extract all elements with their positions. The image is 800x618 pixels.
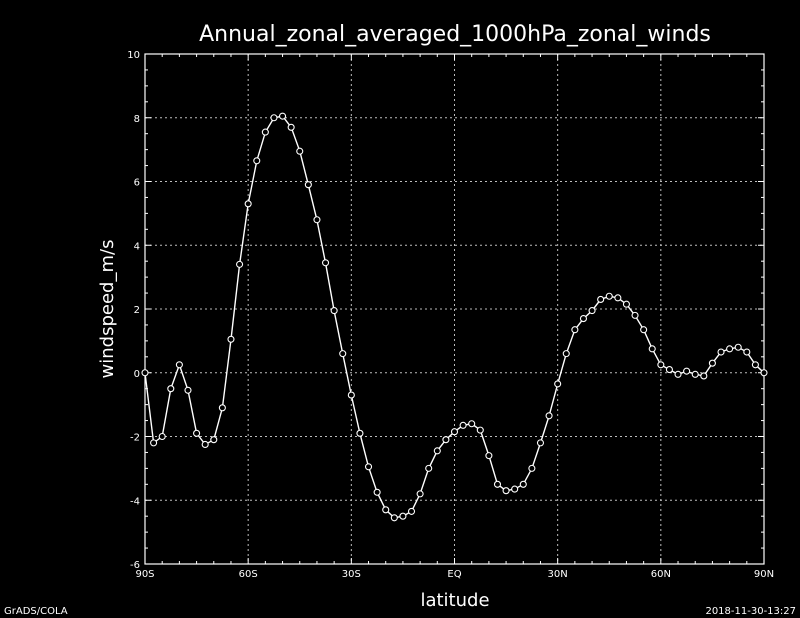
x-tick-label: EQ — [447, 569, 461, 580]
data-point — [493, 480, 502, 488]
data-point — [390, 514, 398, 522]
x-tick-label: 30N — [548, 569, 568, 580]
data-point — [579, 315, 588, 323]
data-point — [313, 216, 321, 224]
y-tick-label: 6 — [134, 178, 140, 189]
footer-left: GrADS/COLA — [4, 606, 68, 617]
data-point — [304, 181, 312, 189]
data-point — [218, 404, 226, 412]
data-point — [528, 464, 536, 472]
data-point — [270, 114, 278, 122]
data-point — [648, 345, 656, 353]
data-point — [554, 380, 562, 388]
data-point — [442, 436, 450, 444]
data-point — [476, 426, 484, 434]
data-point — [631, 311, 639, 319]
data-point — [450, 428, 459, 436]
y-tick-label: -4 — [130, 496, 140, 507]
x-tick-label: 60S — [239, 569, 258, 580]
data-point — [227, 335, 235, 343]
data-point — [175, 361, 183, 369]
y-tick-label: -2 — [130, 433, 140, 444]
data-point — [330, 307, 338, 315]
data-point — [751, 361, 759, 369]
data-point — [468, 420, 476, 428]
data-point — [511, 485, 519, 493]
data-point — [622, 300, 630, 308]
data-point — [562, 350, 570, 358]
data-point — [519, 480, 527, 488]
series-line — [144, 115, 765, 519]
x-axis-label: latitude — [420, 590, 489, 611]
data-point — [141, 369, 149, 377]
x-tick-label: 60N — [651, 569, 671, 580]
data-point — [236, 260, 244, 268]
data-point — [364, 463, 373, 471]
data-point — [743, 348, 751, 356]
data-point — [210, 436, 218, 444]
data-point — [425, 464, 433, 472]
data-point — [640, 326, 648, 334]
data-point — [726, 345, 734, 353]
ticks: 90S 60S 30S EQ 30N 60N 90N -6 -4 -2 0 2 4 6 8 10 — [127, 50, 774, 580]
grid — [145, 54, 764, 564]
data-point — [167, 385, 175, 393]
data-point — [356, 429, 364, 437]
x-tick-label: 30S — [342, 569, 361, 580]
data-point — [433, 447, 441, 455]
data-point — [339, 350, 347, 358]
data-point — [279, 112, 287, 120]
data-point — [588, 307, 596, 315]
x-tick-label: 90N — [754, 569, 774, 580]
data-point — [760, 369, 768, 377]
y-tick-label: 4 — [134, 241, 140, 252]
y-axis-label: windspeed_m/s — [97, 240, 118, 379]
data-point — [665, 366, 673, 374]
data-point — [605, 292, 613, 300]
footer-right: 2018-11-30-13:27 — [705, 606, 796, 617]
x-tick-label: 90S — [135, 569, 154, 580]
data-point — [536, 439, 545, 447]
data-point — [193, 429, 201, 437]
y-tick-label: 2 — [134, 305, 140, 316]
data-point — [296, 147, 304, 155]
data-point — [717, 348, 725, 356]
data-point — [459, 421, 467, 429]
data-point — [545, 412, 553, 420]
series — [141, 112, 768, 522]
data-point — [347, 391, 355, 399]
data-point — [614, 294, 622, 302]
data-point — [261, 128, 269, 136]
data-point — [597, 295, 605, 303]
data-point — [700, 372, 708, 380]
data-point — [382, 506, 390, 514]
y-tick-label: 0 — [134, 369, 140, 380]
chart-title: Annual_zonal_averaged_1000hPa_zonal_wind… — [199, 22, 711, 47]
data-point — [399, 512, 407, 520]
data-point — [683, 367, 691, 375]
data-point — [416, 490, 424, 498]
data-point — [253, 157, 261, 165]
y-tick-label: -6 — [130, 560, 140, 571]
data-point — [201, 440, 209, 449]
data-point — [502, 487, 510, 495]
data-point — [321, 259, 330, 267]
data-point — [691, 370, 699, 378]
data-point — [150, 439, 158, 447]
data-point — [407, 507, 416, 515]
data-point — [373, 488, 381, 496]
data-point — [571, 326, 579, 334]
data-point — [287, 123, 295, 131]
data-point — [734, 343, 742, 351]
data-point — [657, 361, 665, 369]
y-tick-label: 8 — [134, 114, 140, 125]
y-tick-label: 10 — [127, 50, 140, 61]
data-point — [708, 359, 716, 367]
data-point — [244, 200, 252, 208]
data-point — [674, 370, 682, 378]
data-point — [184, 386, 192, 394]
data-point — [485, 452, 493, 460]
data-point — [158, 432, 166, 441]
